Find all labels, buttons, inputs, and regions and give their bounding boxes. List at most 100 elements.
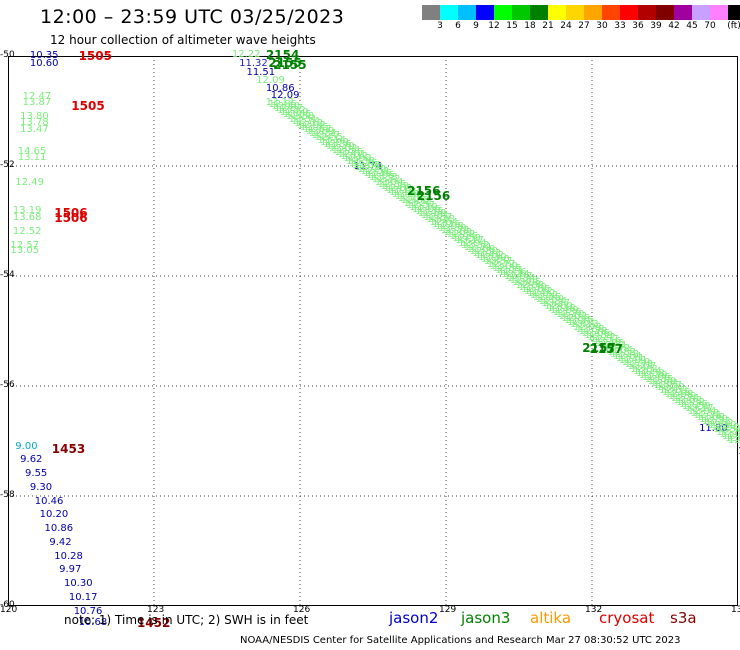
legend-swatch [584, 5, 602, 20]
wave-height-point: 13.34 [506, 273, 536, 285]
wave-height-point: 12.67 [302, 124, 332, 136]
wave-height-point: 13.11 [340, 151, 369, 163]
wave-height-point: 13.00 [489, 260, 519, 272]
satellite-altika: altika [530, 609, 572, 627]
wave-height-point: 12.96 [641, 371, 671, 383]
wave-height-point: 11.80 [699, 422, 728, 434]
satellite-cryosat: cryosat [599, 609, 655, 627]
wave-height-point: 12.75 [532, 292, 562, 304]
wave-height-point: 13.12 [265, 96, 295, 108]
wave-height-point: 10.76 [73, 605, 103, 617]
wave-height-point: 13.02 [558, 311, 588, 323]
wave-height-point: 10.86 [44, 523, 74, 534]
legend-label: 3 [437, 21, 443, 31]
wave-height-point: 13.13 [386, 184, 415, 196]
wave-height-point: 12.61 [337, 149, 367, 161]
pass-number: 2155 [273, 57, 307, 72]
wave-height-point: 12.76 [348, 157, 378, 169]
longitude-label: 123 [147, 605, 165, 615]
wave-height-point: 13.39 [437, 222, 467, 234]
wave-height-point: 12.58 [636, 367, 665, 379]
wave-height-point: 13.10 [478, 252, 507, 264]
wave-height-point: 10.30 [63, 578, 93, 589]
wave-height-point: 11.74 [353, 161, 383, 173]
pass-number: 2157 [589, 341, 623, 356]
wave-height-point: 12.81 [630, 363, 659, 375]
wave-height-point: 12.49 [15, 176, 44, 188]
pass-number: 1453 [51, 442, 86, 457]
longitude-label: 120 [0, 605, 18, 615]
wave-height-point: 13.39 [667, 390, 697, 402]
wave-height-point: 12.72 [371, 174, 401, 186]
wave-height-point: 13.38 [575, 323, 605, 335]
wave-height-point: 10.35 [29, 50, 59, 61]
wave-height-point: 13.01 [650, 378, 680, 390]
wave-height-point: 12.92 [526, 287, 556, 299]
wave-height-point: 13.28 [426, 214, 456, 226]
wave-height-point: 13.35 [414, 205, 444, 217]
satellite-s3a: s3a [670, 609, 697, 627]
wave-height-point: 13.37 [713, 424, 740, 436]
wave-height-point: 12.84 [538, 296, 568, 308]
legend-label: 24 [560, 21, 572, 31]
wave-height-point: 13.40 [271, 100, 301, 112]
wave-height-point: 12.74 [291, 115, 321, 127]
wave-height-point: 13.05 [282, 109, 312, 121]
wave-height-point: 12.92 [297, 119, 326, 131]
legend-label: 70 [704, 21, 716, 31]
wave-height-point: 12.47 [22, 91, 52, 103]
wave-height-point: 13.16 [593, 336, 622, 348]
wave-height-point: 12.74 [670, 392, 700, 404]
wave-height-point: 12.52 [12, 226, 42, 237]
wave-height-point: 13.13 [570, 319, 599, 331]
wave-height-point: 13.05 [10, 245, 40, 257]
wave-height-point: 12.63 [383, 182, 413, 194]
legend-swatch [638, 5, 656, 20]
wave-height-point: 12.86 [377, 178, 407, 190]
wave-height-point: 13.27 [541, 298, 570, 310]
wave-height-point: 13.25 [564, 315, 593, 327]
wave-height-point: 13.19 [12, 205, 42, 217]
wave-height-point: 13.19 [409, 201, 438, 213]
legend-label: 12 [488, 21, 500, 31]
legend-swatch [728, 5, 740, 20]
color-scale-legend [422, 5, 740, 20]
wave-height-point: 12.87 [653, 380, 682, 392]
wave-height-point: 12.89 [584, 329, 614, 341]
wave-height-point: 13.22 [277, 105, 306, 117]
wave-height-point: 13.38 [346, 155, 375, 167]
wave-height-point: 13.41 [392, 189, 421, 201]
satellite-jason2: jason2 [389, 609, 439, 627]
wave-height-point: 12.97 [504, 271, 533, 283]
legend-swatch [566, 5, 584, 20]
wave-height-point: 12.83 [400, 195, 430, 207]
wave-height-point: 9.00 [15, 440, 38, 452]
wave-height-point: 12.60 [544, 300, 573, 312]
wave-height-point: 13.09 [305, 126, 335, 138]
legend-label: 42 [668, 21, 680, 31]
wave-height-point: 11.51 [246, 66, 276, 78]
wave-height-point: 12.59 [682, 401, 711, 413]
wave-height-point: 12.70 [325, 140, 355, 152]
wave-height-point: 13.07 [351, 159, 381, 171]
legend-swatch [620, 5, 638, 20]
legend-label: 6 [455, 21, 461, 31]
legend-swatch [458, 5, 476, 20]
map-title: 12:00 – 23:59 UTC 03/25/2023 [40, 6, 345, 28]
legend-swatch [710, 5, 728, 20]
wave-height-point: 13.09 [535, 294, 565, 306]
wave-height-point: 13.02 [328, 142, 358, 154]
wave-height-point: 12.90 [481, 254, 510, 266]
wave-height-point: 9.62 [20, 454, 43, 466]
wave-height-point: 13.87 [22, 96, 52, 108]
wave-height-point: 13.11 [17, 151, 47, 163]
wave-height-point: 12.59 [452, 233, 481, 245]
wave-height-point: 12.68 [509, 275, 539, 287]
wave-height-point: 13.00 [719, 428, 740, 440]
wave-height-point: 13.16 [363, 168, 392, 180]
latitude-label: -58 [0, 490, 15, 500]
wave-height-point: 12.58 [360, 166, 390, 178]
wave-height-point: 14.65 [17, 146, 47, 158]
wave-height-point: 10.28 [54, 550, 83, 562]
